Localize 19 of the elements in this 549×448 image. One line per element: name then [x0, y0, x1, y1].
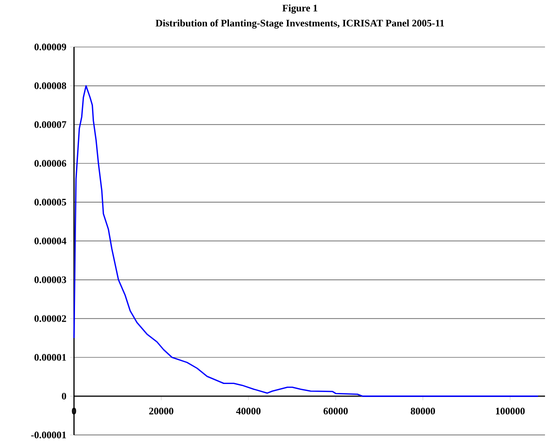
- line-series: [73, 85, 539, 397]
- x-tick-label: 80000: [410, 408, 435, 414]
- chart-title: Figure 1: [282, 4, 318, 14]
- chart-subtitle: Distribution of Planting-Stage Investments, ICRISAT Panel 2005-11: [156, 19, 444, 29]
- y-tick-label: 0.00003: [34, 276, 66, 284]
- y-tick-label: 0.00001: [34, 354, 66, 361]
- y-tick-label: 0: [62, 392, 66, 400]
- y-tick-label: 0.00008: [34, 82, 66, 90]
- x-tick-label: 40000: [236, 408, 261, 414]
- x-tick-label: 20000: [149, 408, 174, 414]
- y-tick-label: 0.00005: [34, 198, 66, 206]
- x-tick-label: 60000: [324, 408, 348, 414]
- y-tick-label: 0.00009: [34, 44, 66, 50]
- y-tick-label: 0.00006: [34, 160, 66, 167]
- x-tick-label: 100000: [496, 408, 525, 414]
- y-tick-label: 0.00007: [34, 121, 66, 128]
- y-tick-label: 0.00004: [34, 238, 66, 244]
- y-tick-label: -0.00001: [31, 432, 66, 438]
- y-tick-label: 0.00002: [34, 315, 66, 322]
